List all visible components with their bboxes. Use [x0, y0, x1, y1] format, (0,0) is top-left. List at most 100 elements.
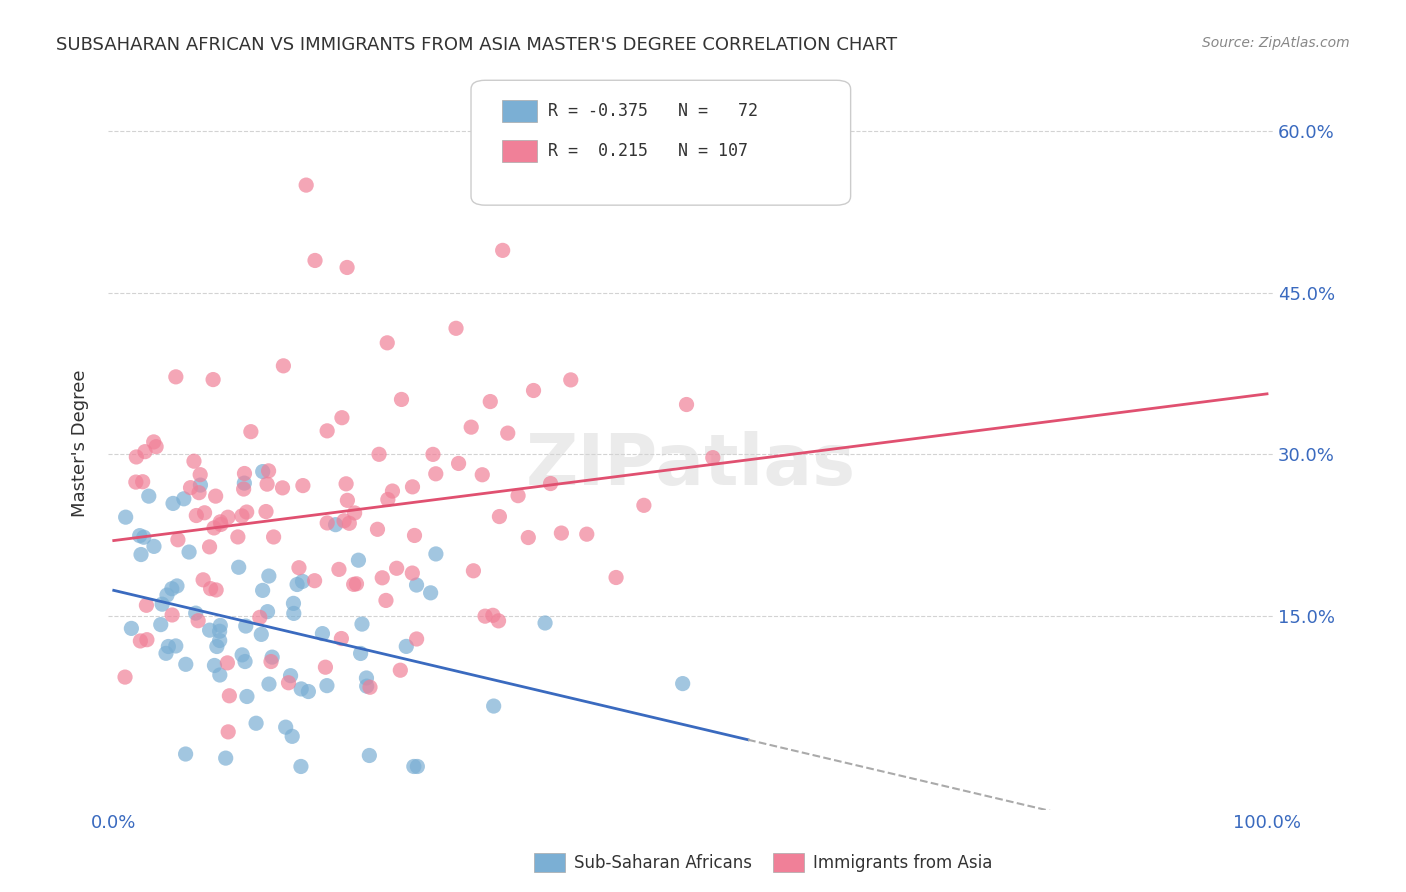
Point	[236, 690, 259, 704]
Point	[447, 457, 470, 471]
Point	[404, 528, 426, 542]
Point	[425, 547, 447, 561]
Point	[180, 481, 202, 495]
Point	[330, 410, 353, 425]
Point	[288, 560, 311, 574]
Point	[337, 516, 360, 531]
Point	[231, 648, 253, 662]
Point	[560, 373, 582, 387]
Point	[295, 178, 318, 193]
Text: R = -0.375   N =   72: R = -0.375 N = 72	[548, 102, 758, 120]
Point	[474, 609, 496, 624]
Point	[160, 607, 183, 622]
Point	[217, 656, 239, 670]
Text: Immigrants from Asia: Immigrants from Asia	[813, 854, 993, 871]
Point	[157, 640, 180, 654]
Point	[290, 759, 312, 773]
Point	[263, 530, 285, 544]
Point	[482, 608, 505, 623]
Point	[202, 373, 225, 387]
Point	[209, 515, 232, 529]
Point	[204, 658, 226, 673]
Point	[186, 508, 208, 523]
Point	[297, 684, 319, 698]
Point	[488, 509, 510, 524]
Point	[231, 508, 253, 523]
Point	[359, 748, 381, 763]
Point	[215, 751, 238, 765]
Point	[188, 467, 211, 482]
Point	[166, 579, 188, 593]
Point	[217, 510, 239, 524]
Point	[391, 392, 413, 407]
Point	[143, 540, 166, 554]
Point	[347, 553, 370, 567]
Point	[125, 450, 148, 464]
Point	[402, 759, 425, 773]
Point	[162, 496, 184, 510]
Point	[184, 606, 207, 620]
Point	[605, 570, 627, 584]
Point	[492, 244, 515, 258]
Point	[233, 476, 256, 491]
Point	[177, 545, 200, 559]
Point	[672, 676, 695, 690]
Point	[277, 675, 299, 690]
Point	[290, 681, 312, 696]
Point	[389, 663, 412, 677]
Point	[471, 467, 494, 482]
Point	[173, 491, 195, 506]
Point	[368, 447, 391, 461]
Point	[165, 369, 187, 384]
Point	[406, 759, 429, 773]
Point	[204, 489, 226, 503]
Point	[209, 618, 232, 632]
Point	[314, 660, 336, 674]
Point	[346, 576, 368, 591]
Point	[311, 626, 333, 640]
Point	[517, 531, 540, 545]
Point	[257, 569, 280, 583]
Text: Source: ZipAtlas.com: Source: ZipAtlas.com	[1202, 36, 1350, 50]
Point	[575, 527, 598, 541]
Point	[183, 454, 205, 468]
Point	[381, 484, 404, 499]
Point	[285, 577, 308, 591]
Point	[304, 574, 326, 588]
Point	[232, 482, 254, 496]
Point	[256, 605, 278, 619]
Point	[174, 657, 197, 672]
Point	[633, 499, 655, 513]
Point	[385, 561, 408, 575]
Point	[134, 444, 156, 458]
Point	[208, 624, 231, 639]
Point	[496, 426, 519, 441]
Point	[283, 596, 305, 610]
Point	[129, 548, 152, 562]
Point	[330, 632, 353, 646]
Point	[252, 583, 274, 598]
Point	[482, 699, 505, 714]
Point	[202, 521, 225, 535]
Point	[252, 465, 274, 479]
Point	[125, 475, 148, 489]
Point	[198, 623, 221, 637]
Point	[131, 475, 153, 489]
Point	[208, 668, 231, 682]
Point	[114, 670, 136, 684]
Point	[316, 679, 339, 693]
Point	[160, 582, 183, 596]
Point	[271, 481, 294, 495]
Point	[280, 668, 302, 682]
Point	[281, 730, 304, 744]
Point	[256, 477, 278, 491]
Point	[257, 464, 280, 478]
Point	[540, 476, 562, 491]
Point	[405, 578, 427, 592]
Point	[316, 424, 339, 438]
Point	[200, 582, 222, 596]
Point	[405, 632, 427, 646]
Point	[129, 634, 152, 648]
Text: R =  0.215   N = 107: R = 0.215 N = 107	[548, 142, 748, 160]
Point	[343, 577, 366, 591]
